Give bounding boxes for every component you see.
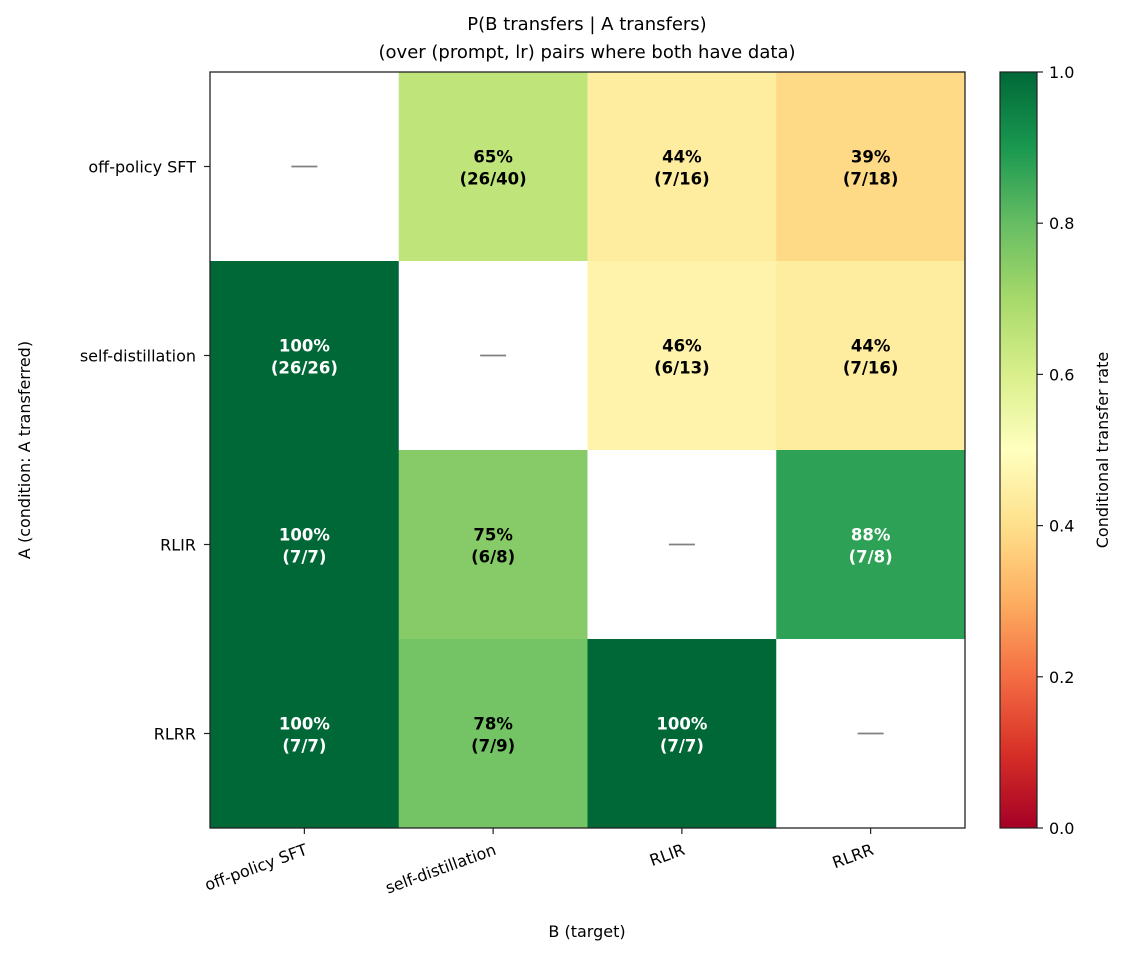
cell-fraction-label: (7/16) — [654, 170, 710, 189]
heatmap-cell — [398, 639, 588, 829]
y-tick-label: self-distillation — [80, 347, 196, 366]
cell-fraction-label: (7/18) — [843, 170, 899, 189]
heatmap-cell — [210, 450, 400, 640]
x-tick-label: RLIR — [647, 840, 687, 870]
y-tick-label: RLIR — [160, 536, 196, 555]
heatmap-cell — [587, 72, 777, 262]
colorbar-tick-label: 0.8 — [1049, 214, 1074, 233]
cell-percent-label: 46% — [662, 337, 702, 356]
cell-percent-label: 88% — [851, 526, 891, 545]
y-tick-label: RLRR — [154, 725, 196, 744]
heatmap-cell-labels: 65% (26/40) 44% (7/16) 39% (7/18) 100% (26/26) 4… — [271, 148, 899, 756]
cell-fraction-label: (7/9) — [471, 737, 515, 756]
cell-percent-label: 78% — [473, 715, 513, 734]
cell-percent-label: 39% — [851, 148, 891, 167]
colorbar-tick-label: 0.4 — [1049, 517, 1074, 536]
y-axis-label: A (condition: A transferred) — [15, 341, 34, 559]
y-tick-label: off-policy SFT — [88, 158, 196, 177]
cell-fraction-label: (26/26) — [271, 359, 338, 378]
cell-fraction-label: (6/13) — [654, 359, 710, 378]
heatmap-cells — [210, 72, 966, 829]
cell-fraction-label: (7/7) — [282, 548, 326, 567]
colorbar-tick-label: 0.0 — [1049, 819, 1074, 838]
heatmap-cell — [587, 261, 777, 451]
heatmap-cell — [210, 639, 400, 829]
cell-percent-label: 44% — [662, 148, 702, 167]
cell-percent-label: 65% — [473, 148, 513, 167]
x-axis-label: B (target) — [548, 922, 625, 941]
cell-percent-label: 44% — [851, 337, 891, 356]
colorbar-tick-label: 0.6 — [1049, 365, 1074, 384]
colorbar-label: Conditional transfer rate — [1093, 352, 1112, 548]
x-tick-label: RLRR — [830, 840, 876, 872]
cell-fraction-label: (6/8) — [471, 548, 515, 567]
chart-title: P(B transfers | A transfers) — [467, 14, 706, 35]
cell-fraction-label: (26/40) — [460, 170, 527, 189]
cell-fraction-label: (7/16) — [843, 359, 899, 378]
x-tick-label: off-policy SFT — [202, 840, 310, 895]
cell-percent-label: 100% — [656, 715, 707, 734]
colorbar-tick-label: 0.2 — [1049, 668, 1074, 687]
colorbar: 0.0 0.2 0.4 0.6 0.8 1.0 Conditional transfer … — [999, 63, 1112, 838]
y-axis-ticks: off-policy SFT self-distillation RLIR RLRR — [80, 158, 210, 744]
heatmap-cell — [398, 72, 588, 262]
cell-percent-label: 75% — [473, 526, 513, 545]
heatmap-cell — [587, 639, 777, 829]
cell-percent-label: 100% — [279, 526, 330, 545]
cell-fraction-label: (7/8) — [849, 548, 893, 567]
x-tick-label: self-distillation — [383, 840, 499, 898]
heatmap-cell — [776, 72, 966, 262]
heatmap-cell — [776, 450, 966, 640]
heatmap-cell — [776, 261, 966, 451]
colorbar-tick-label: 1.0 — [1049, 63, 1074, 82]
chart-subtitle: (over (prompt, lr) pairs where both have… — [379, 42, 796, 63]
colorbar-ticks: 0.0 0.2 0.4 0.6 0.8 1.0 — [1037, 63, 1074, 838]
cell-percent-label: 100% — [279, 337, 330, 356]
heatmap-cell — [210, 261, 400, 451]
cell-percent-label: 100% — [279, 715, 330, 734]
cell-fraction-label: (7/7) — [282, 737, 326, 756]
cell-fraction-label: (7/7) — [660, 737, 704, 756]
colorbar-gradient — [999, 71, 1038, 829]
x-axis-ticks: off-policy SFT self-distillation RLIR RLRR — [202, 828, 876, 897]
heatmap-cell — [398, 450, 588, 640]
plot-frame — [209, 71, 966, 829]
